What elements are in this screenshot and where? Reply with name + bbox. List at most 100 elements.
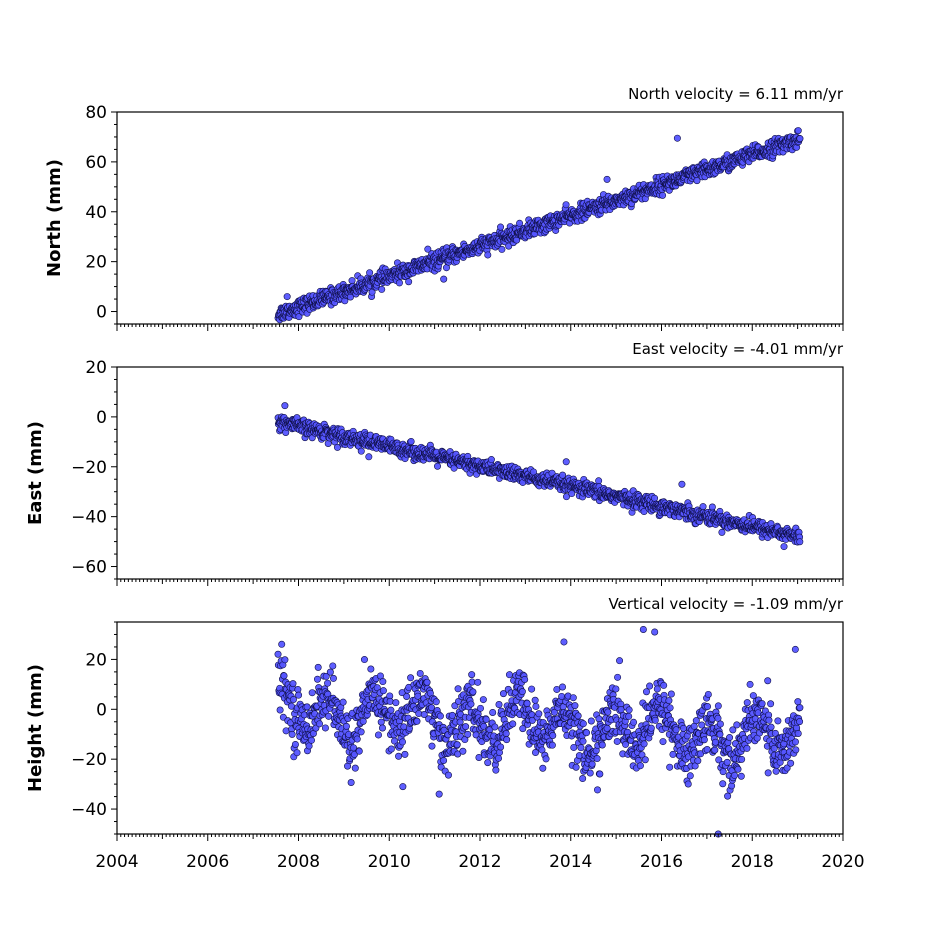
data-point [647,724,655,732]
data-point [579,737,587,745]
data-point [395,279,403,287]
data-point [642,688,650,696]
data-point [660,681,668,689]
data-point [718,528,726,536]
data-point [616,657,624,665]
data-point [518,688,526,696]
north-y-ticks: 0 20 40 60 80 [85,103,117,325]
data-point [640,740,648,748]
data-point [448,711,456,719]
x-tick-label: 2014 [549,852,592,872]
data-point [498,245,506,253]
data-point [743,744,751,752]
data-point [432,698,440,706]
data-point [444,771,452,779]
y-tick-label: 0 [96,700,107,720]
data-point [559,683,567,691]
data-point [719,780,727,788]
data-point [704,690,712,698]
x-tick-label: 2012 [458,852,501,872]
outlier-point [440,275,448,283]
outlier-point [365,453,373,461]
data-point [434,462,442,470]
data-point [641,756,649,764]
data-point [509,720,517,728]
data-point [454,685,462,693]
data-point [407,437,415,445]
x-tick-label: 2004 [95,852,138,872]
north-velocity-title: North velocity = 6.11 mm/yr [628,85,844,103]
data-point [549,731,557,739]
data-point [325,712,333,720]
data-point [395,752,403,760]
data-point [667,690,675,698]
data-point [295,313,303,321]
y-tick-label: −60 [71,558,107,578]
data-point [593,786,601,794]
data-point [711,746,719,754]
data-point [625,712,633,720]
data-point [487,456,495,464]
data-point [313,675,321,683]
data-point [347,778,355,786]
data-point [308,689,316,697]
data-point [698,721,706,729]
east-points [274,402,804,551]
data-point [659,738,667,746]
data-point [492,766,500,774]
data-point [699,503,707,511]
data-point [367,665,375,673]
data-point [588,760,596,768]
x-tick-label: 2020 [821,852,864,872]
data-point [743,699,751,707]
data-point [468,671,476,679]
data-point [401,750,409,758]
data-point [280,672,288,680]
data-point [329,674,337,682]
outlier-point [791,645,799,653]
data-point [379,687,387,695]
data-point [796,718,804,726]
data-point [276,706,284,714]
data-point [734,765,742,773]
data-point [562,201,570,209]
data-point [733,721,741,729]
outlier-point [283,293,291,301]
data-point [716,720,724,728]
data-point [714,702,722,710]
data-point [379,678,387,686]
data-point [366,269,374,277]
data-point [765,716,773,724]
data-point [293,749,301,757]
outlier-point [651,628,659,636]
data-point [746,680,754,688]
y-tick-label: 80 [85,103,107,123]
data-point [571,702,579,710]
data-point [427,704,435,712]
y-tick-label: 60 [85,153,107,173]
data-point [399,738,407,746]
data-point [324,679,332,687]
data-point [459,747,467,755]
data-point [503,736,511,744]
data-point [764,677,772,685]
data-point [351,764,359,772]
data-point [738,755,746,763]
data-point [586,769,594,777]
outlier-point [424,245,432,253]
data-point [651,494,659,502]
data-point [495,701,503,709]
data-point [595,715,603,723]
data-point [342,722,350,730]
data-point [693,177,701,185]
data-point [535,710,543,718]
data-point [716,730,724,738]
data-point [711,738,719,746]
data-point [289,696,297,704]
outlier-point [639,625,647,633]
data-point [730,771,738,779]
data-point [321,724,329,732]
data-point [737,772,745,780]
data-point [462,723,470,731]
